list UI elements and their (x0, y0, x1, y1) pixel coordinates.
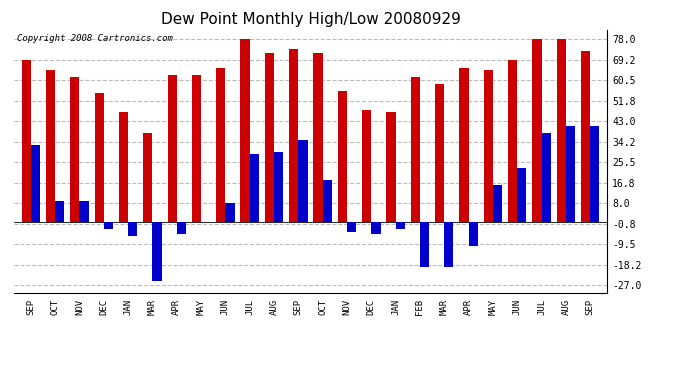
Bar (590, 126, 600, 222)
Bar (265, 54, 274, 222)
Bar (557, 39, 566, 222)
Bar (508, 60, 518, 222)
Bar (119, 112, 128, 222)
Bar (31, 145, 40, 222)
Bar (313, 54, 323, 222)
Bar (79, 201, 89, 222)
Title: Dew Point Monthly High/Low 20080929: Dew Point Monthly High/Low 20080929 (161, 12, 460, 27)
Bar (216, 68, 226, 222)
Bar (542, 133, 551, 222)
Bar (532, 39, 542, 222)
Bar (435, 84, 444, 222)
Bar (323, 180, 332, 222)
Bar (460, 68, 469, 222)
Bar (104, 222, 113, 229)
Bar (566, 126, 575, 222)
Bar (518, 168, 526, 222)
Bar (250, 154, 259, 222)
Bar (469, 222, 477, 246)
Bar (386, 112, 395, 222)
Bar (371, 222, 381, 234)
Bar (70, 77, 79, 222)
Bar (177, 222, 186, 234)
Bar (152, 222, 161, 281)
Bar (484, 70, 493, 222)
Bar (395, 222, 405, 229)
Bar (411, 77, 420, 222)
Bar (444, 222, 453, 267)
Bar (420, 222, 429, 267)
Bar (144, 133, 152, 222)
Bar (46, 70, 55, 222)
Bar (128, 222, 137, 236)
Bar (274, 152, 284, 222)
Text: Copyright 2008 Cartronics.com: Copyright 2008 Cartronics.com (17, 34, 172, 43)
Bar (347, 222, 356, 231)
Bar (581, 51, 590, 222)
Bar (493, 185, 502, 222)
Bar (21, 60, 31, 222)
Bar (337, 91, 347, 222)
Bar (95, 93, 103, 222)
Bar (168, 75, 177, 222)
Bar (226, 203, 235, 222)
Bar (240, 39, 250, 222)
Bar (55, 201, 64, 222)
Bar (362, 110, 371, 222)
Bar (298, 140, 308, 222)
Bar (289, 49, 298, 222)
Bar (192, 75, 201, 222)
